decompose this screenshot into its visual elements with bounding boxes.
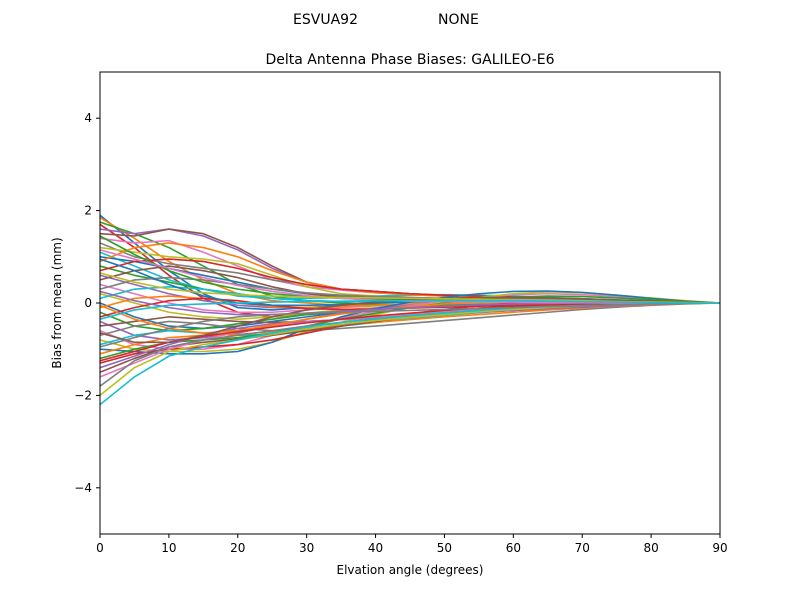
series-line [99, 302, 721, 337]
series-line [99, 302, 721, 348]
x-tick-label: 90 [712, 541, 727, 555]
radome-name-title: NONE [438, 12, 479, 28]
y-tick-label: −4 [74, 481, 92, 495]
x-tick-label: 20 [230, 541, 245, 555]
y-tick-label: 0 [84, 296, 92, 310]
x-axis-ticks: 0 10 20 30 40 50 60 70 80 90 [96, 534, 728, 555]
x-tick-label: 10 [161, 541, 176, 555]
series-line [99, 292, 721, 351]
series-line [99, 299, 720, 320]
chart-title: Delta Antenna Phase Biases: GALILEO-E6 [265, 52, 554, 68]
x-tick-label: 80 [643, 541, 658, 555]
y-tick-label: −2 [74, 388, 92, 402]
y-axis-label: Bias from mean (mm) [50, 237, 64, 368]
x-tick-label: 40 [368, 541, 383, 555]
y-tick-label: 2 [84, 204, 92, 218]
x-tick-label: 50 [437, 541, 452, 555]
x-tick-label: 30 [299, 541, 314, 555]
x-tick-label: 60 [506, 541, 521, 555]
x-axis-label: Elvation angle (degrees) [337, 563, 484, 577]
y-tick-label: 4 [84, 111, 92, 125]
y-axis-ticks: −4 −2 0 2 4 [74, 111, 100, 495]
x-tick-label: 0 [96, 541, 104, 555]
station-name-title: ESVUA92 [293, 12, 358, 28]
x-tick-label: 70 [575, 541, 590, 555]
series-line [99, 296, 721, 344]
series-lines [99, 214, 721, 406]
